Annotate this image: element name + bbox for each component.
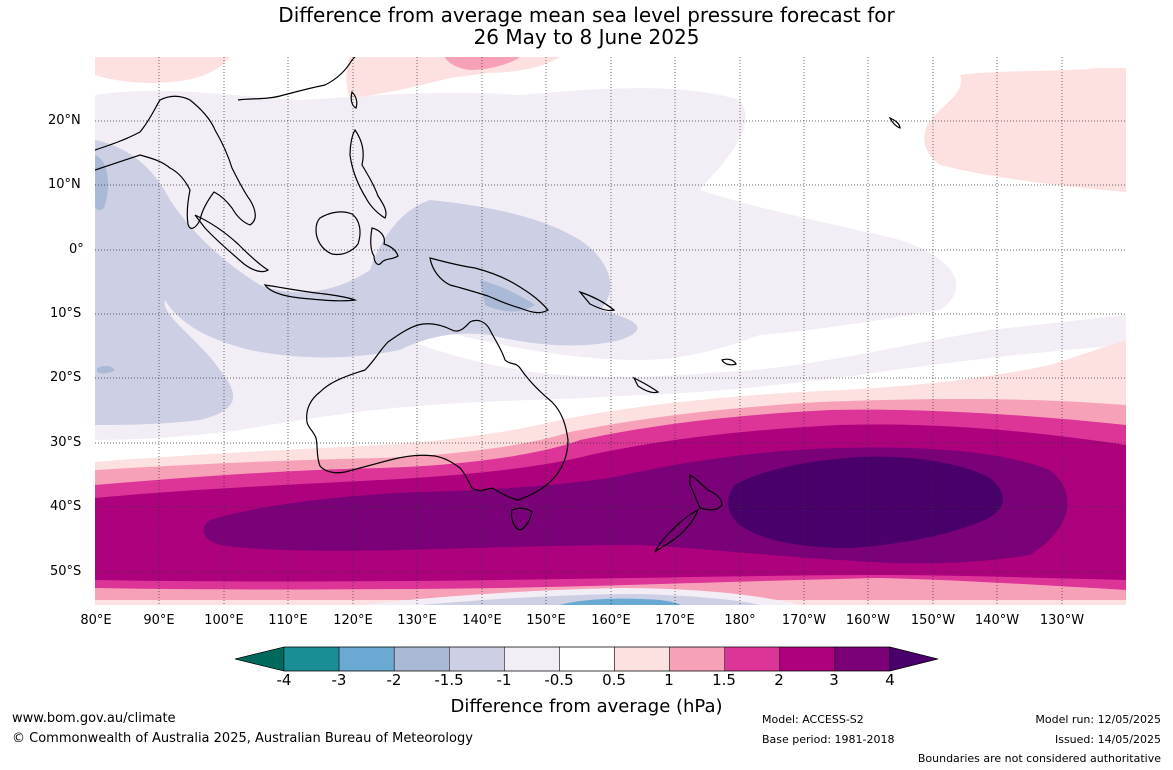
colorbar-swatch: [559, 646, 615, 672]
colorbar-tick-plus1: 1: [664, 671, 674, 689]
lon-label-120e: 120°E: [333, 613, 373, 628]
lon-label-150e: 150°E: [526, 613, 566, 628]
coastline-hawaii: [888, 116, 901, 129]
colorbar-tick-plus3: 3: [829, 671, 839, 689]
lon-label-100e: 100°E: [204, 613, 244, 628]
colorbar-swatch: [834, 646, 891, 672]
coastline-borneo: [315, 211, 361, 256]
footer-copyright: © Commonwealth of Australia 2025, Austra…: [12, 731, 473, 746]
coastline-new-zealand-north: [689, 474, 723, 511]
lon-label-160e: 160°E: [591, 613, 631, 628]
colorbar-outline: [234, 646, 939, 672]
anomaly-region-plus05-nw: [95, 57, 230, 83]
colorbar-swatch: [504, 646, 560, 672]
colorbar-swatch: [614, 646, 670, 672]
coastline-new-caledonia: [632, 376, 660, 394]
colorbar-tick-plus05: 0.5: [602, 671, 626, 689]
colorbar-swatch: [393, 646, 450, 672]
anomaly-region-minus15-png: [480, 280, 535, 312]
coastlines: [95, 57, 901, 553]
lon-label-90e: 90°E: [143, 613, 175, 628]
colorbar-swatch: [669, 646, 725, 672]
colorbar-tick-minus4: -4: [276, 671, 292, 689]
footer-issued: Issued: 14/05/2025: [1054, 733, 1161, 746]
lat-label-10n: 10°N: [48, 177, 81, 192]
footer-website: www.bom.gov.au/climate: [12, 711, 176, 726]
colorbar-swatch: [234, 646, 285, 672]
coastline-tasmania: [510, 507, 533, 531]
coastline-asia-mainland: [95, 95, 256, 229]
coastline-fiji: [721, 358, 737, 366]
anomaly-region-plus05-northeast: [924, 68, 1126, 192]
colorbar-tick-minus3: -3: [331, 671, 347, 689]
lon-label-130e: 130°E: [397, 613, 437, 628]
anomaly-region-minus15-indian: [97, 365, 115, 374]
colorbar-tick-minus2: -2: [386, 671, 402, 689]
coastline-china: [237, 57, 356, 101]
coastline-sulawesi: [370, 227, 399, 266]
lat-label-50s: 50°S: [50, 564, 82, 579]
footer-base-period: Base period: 1981-2018: [762, 733, 895, 746]
anomaly-region-plus1-north: [445, 57, 520, 70]
colorbar-swatch: [283, 646, 340, 672]
coastline-new-zealand-south: [654, 508, 700, 553]
colorbar-tick-plus4: 4: [885, 671, 895, 689]
lon-label-180: 180°: [724, 613, 756, 628]
lon-label-110e: 110°E: [268, 613, 308, 628]
lat-label-30s: 30°S: [50, 435, 82, 450]
coastline-new-guinea: [429, 257, 549, 314]
colorbar-swatch: [449, 646, 505, 672]
footer-model-run: Model run: 12/05/2025: [1035, 713, 1161, 726]
coastline-taiwan: [350, 90, 358, 109]
footer-disclaimer: Boundaries are not considered authoritat…: [917, 752, 1161, 765]
lon-label-130w: 130°W: [1039, 613, 1085, 628]
graticule: [95, 57, 1126, 605]
lon-label-140w: 140°W: [974, 613, 1020, 628]
colorbar-swatch: [724, 646, 781, 672]
lat-label-40s: 40°S: [50, 499, 82, 514]
lat-label-20n: 20°N: [48, 113, 81, 128]
lat-label-10s: 10°S: [50, 306, 82, 321]
coastline-australia: [306, 319, 569, 501]
coastline-philippines: [349, 128, 387, 219]
lat-label-20s: 20°S: [50, 370, 82, 385]
title-line-1: Difference from average mean sea level p…: [278, 3, 895, 27]
colorbar-swatch: [338, 646, 395, 672]
colorbar-tick-minus05: -0.5: [544, 671, 574, 689]
lon-label-160w: 160°W: [845, 613, 891, 628]
lon-label-150w: 150°W: [910, 613, 956, 628]
title-line-2: 26 May to 8 June 2025: [473, 25, 700, 49]
footer-model: Model: ACCESS-S2: [762, 713, 864, 726]
coastline-java: [263, 284, 358, 302]
anomaly-region-plus4-south: [728, 456, 1003, 548]
colorbar-tick-plus2: 2: [774, 671, 784, 689]
colorbar-swatch: [779, 646, 836, 672]
lon-label-80e: 80°E: [80, 613, 112, 628]
chart-title: Difference from average mean sea level p…: [0, 4, 1173, 48]
colorbar-title: Difference from average (hPa): [450, 696, 723, 717]
anomaly-region-minus1-bottom: [420, 594, 760, 605]
lon-label-140e: 140°E: [462, 613, 502, 628]
anomaly-region-minus2-bottom: [560, 598, 680, 605]
colorbar-tick-plus15: 1.5: [712, 671, 736, 689]
coastline-sumatra: [194, 214, 270, 273]
lon-label-170e: 170°E: [655, 613, 695, 628]
colorbar-tick-minus1: -1: [496, 671, 512, 689]
colorbar-swatch: [889, 646, 939, 672]
colorbar-tick-minus15: -1.5: [434, 671, 464, 689]
colorbar-swatches: [234, 646, 939, 672]
anomaly-region-minus1-west: [95, 140, 638, 425]
coastline-solomons: [578, 290, 616, 312]
lat-label-0: 0°: [69, 242, 84, 257]
lon-label-170w: 170°W: [781, 613, 827, 628]
